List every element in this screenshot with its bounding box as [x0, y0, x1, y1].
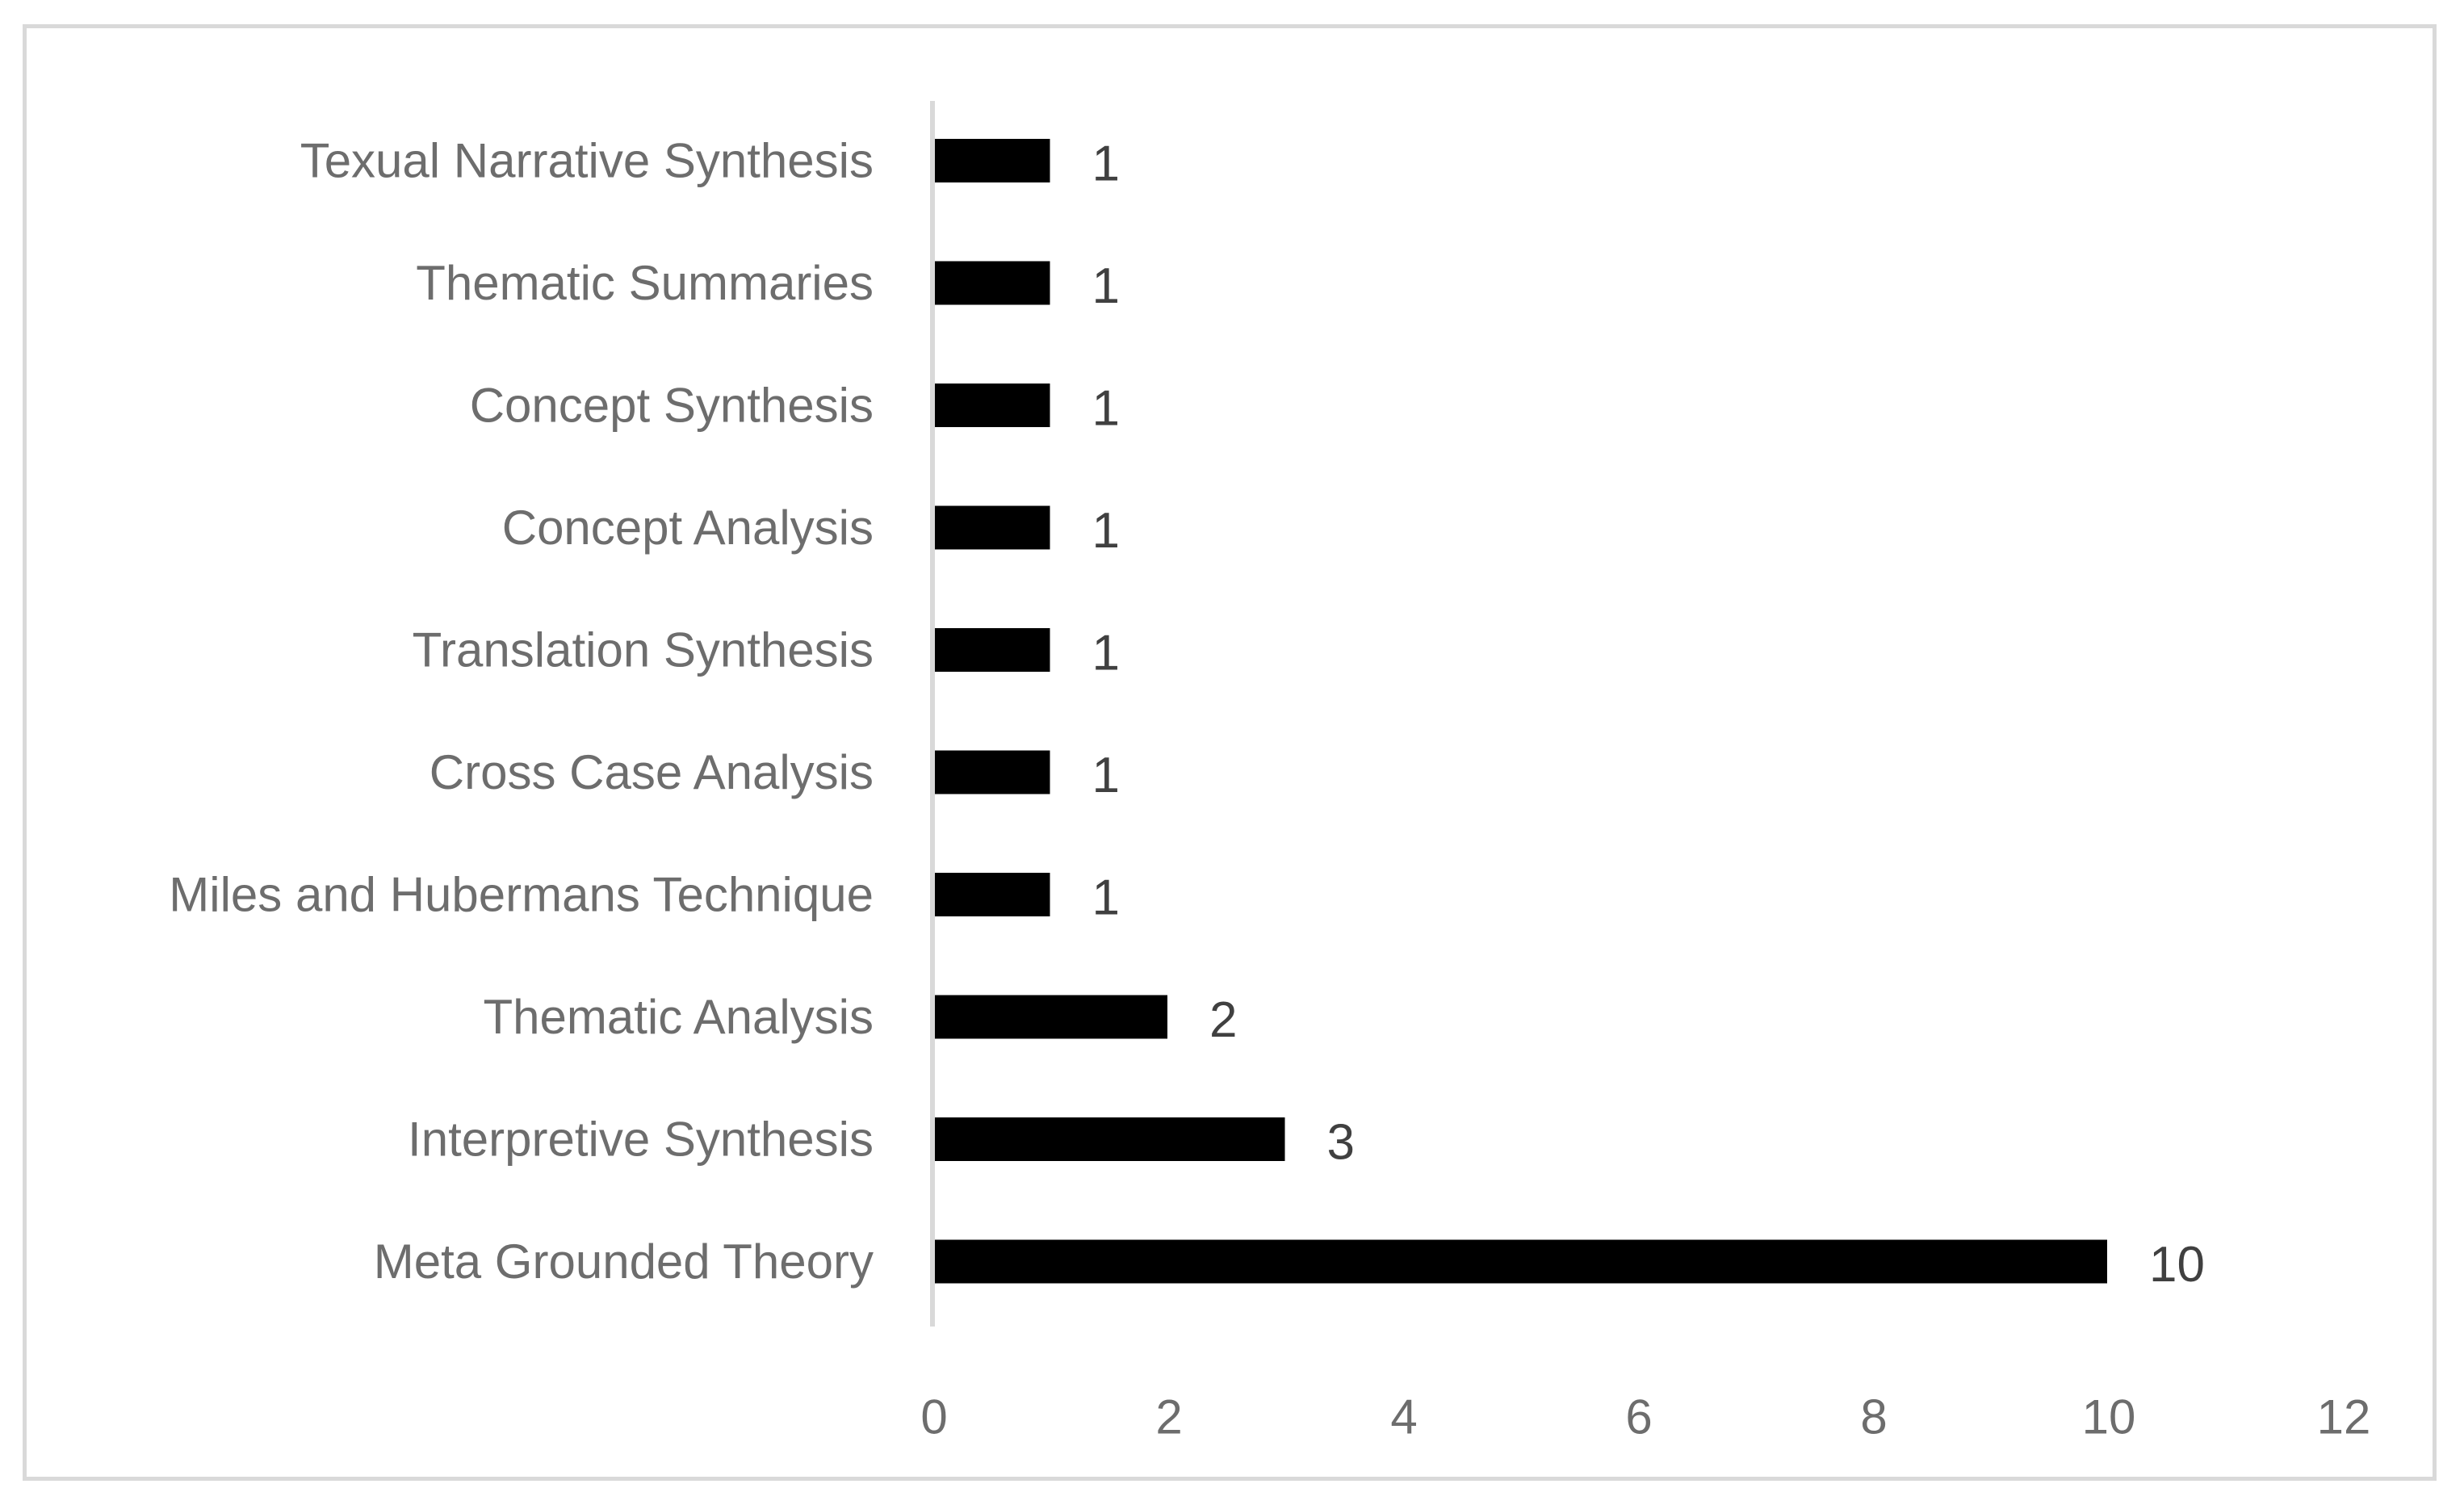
- category-label-meta-grounded-theory: Meta Grounded Theory: [374, 1234, 874, 1289]
- bar-translation-synthesis: [935, 628, 1050, 672]
- bar-interpretive-synthesis: [935, 1117, 1285, 1161]
- x-axis-tick-labels: 0 2 4 6 8 10 12: [920, 1390, 2370, 1444]
- chart-frame: [23, 24, 2437, 1481]
- data-label-meta-grounded-theory: 10: [2149, 1237, 2205, 1293]
- category-label-cross-case-analysis: Cross Case Analysis: [430, 745, 874, 799]
- data-label-concept-synthesis: 1: [1092, 381, 1120, 437]
- category-label-texual-narrative-synthesis: Texual Narrative Synthesis: [300, 134, 874, 188]
- bar-miles-and-hubermans-technique: [935, 873, 1050, 916]
- bar-concept-synthesis: [935, 384, 1050, 427]
- bars: [935, 139, 2107, 1284]
- bar-concept-analysis: [935, 505, 1050, 550]
- category-label-concept-analysis: Concept Analysis: [502, 501, 874, 555]
- bar-texual-narrative-synthesis: [935, 139, 1050, 182]
- category-label-miles-and-hubermans-technique: Miles and Hubermans Technique: [169, 868, 874, 922]
- x-tick-label-10: 10: [2082, 1390, 2136, 1444]
- x-tick-label-2: 2: [1155, 1390, 1182, 1444]
- category-labels: Texual Narrative Synthesis Thematic Summa…: [169, 134, 874, 1289]
- category-label-translation-synthesis: Translation Synthesis: [413, 623, 874, 677]
- bar-cross-case-analysis: [935, 750, 1050, 794]
- x-tick-label-8: 8: [1860, 1390, 1887, 1444]
- data-label-cross-case-analysis: 1: [1092, 748, 1120, 803]
- data-label-interpretive-synthesis: 3: [1327, 1115, 1355, 1171]
- data-label-miles-and-hubermans-technique: 1: [1092, 870, 1120, 926]
- x-tick-label-6: 6: [1625, 1390, 1652, 1444]
- x-tick-label-0: 0: [920, 1390, 947, 1444]
- category-label-interpretive-synthesis: Interpretive Synthesis: [408, 1113, 874, 1167]
- bar-thematic-summaries: [935, 261, 1050, 305]
- bar-thematic-analysis: [935, 995, 1167, 1039]
- x-tick-label-4: 4: [1390, 1390, 1417, 1444]
- x-tick-label-12: 12: [2317, 1390, 2371, 1444]
- data-label-thematic-summaries: 1: [1092, 258, 1120, 314]
- data-label-translation-synthesis: 1: [1092, 626, 1120, 681]
- data-label-texual-narrative-synthesis: 1: [1092, 136, 1120, 192]
- bar-meta-grounded-theory: [935, 1239, 2107, 1284]
- data-label-concept-analysis: 1: [1092, 503, 1120, 559]
- data-labels: 1 1 1 1 1 1 1 2 3 10: [1092, 136, 2205, 1293]
- category-label-thematic-summaries: Thematic Summaries: [416, 256, 874, 310]
- category-label-concept-synthesis: Concept Synthesis: [470, 379, 874, 433]
- category-label-thematic-analysis: Thematic Analysis: [483, 990, 874, 1044]
- data-label-thematic-analysis: 2: [1209, 992, 1237, 1048]
